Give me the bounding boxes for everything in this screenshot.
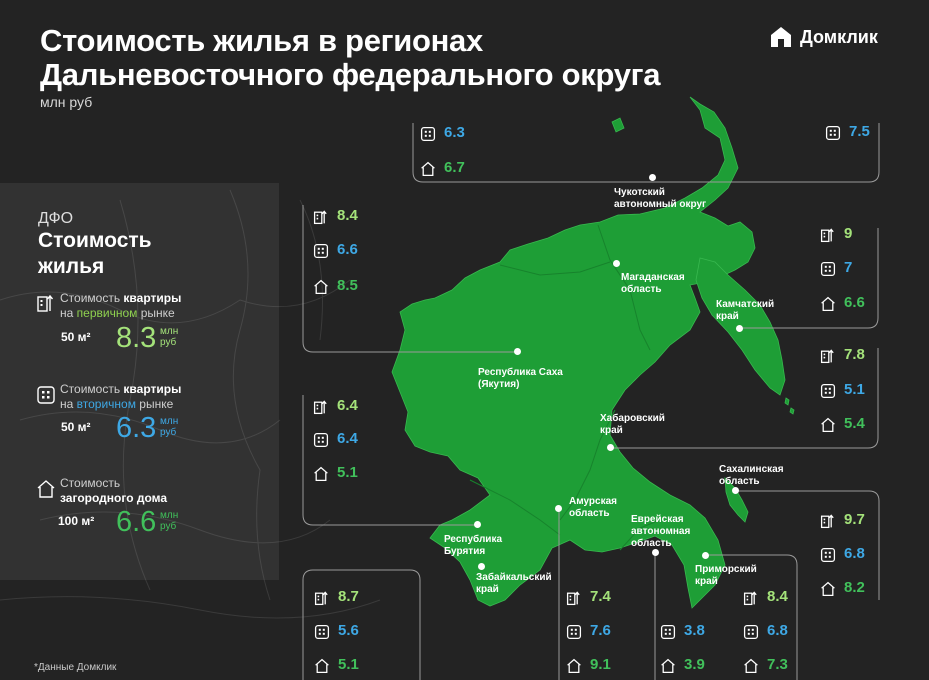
region-7-secondary-value: 5.6 [338, 622, 359, 639]
region-label-primorsky: Приморский край [695, 564, 757, 587]
region-4-house-value: 5.4 [844, 415, 865, 432]
region-10-primary-value: 8.4 [767, 588, 788, 605]
summary-item-house-unit: млн руб [160, 510, 179, 532]
region-dot-primorsky [702, 552, 709, 559]
region-1-secondary-value: 7.5 [849, 123, 870, 140]
summary-heading: Стоимость жилья [38, 228, 152, 280]
summary-heading-line-2: жилья [38, 255, 105, 278]
region-6-house-value: 8.2 [844, 579, 865, 596]
summary-item-primary-area: 50 м² [61, 330, 91, 344]
summary-item-secondary-area: 50 м² [61, 420, 91, 434]
region-10-house-value: 7.3 [767, 656, 788, 673]
logo-text: Домклик [800, 26, 878, 47]
region-4-secondary-value: 5.1 [844, 381, 865, 398]
region-6-secondary-value: 6.8 [844, 545, 865, 562]
region-3-secondary-value: 7 [844, 259, 853, 276]
region-dot-amur [555, 505, 562, 512]
region-dot-sakha [514, 348, 521, 355]
footnote: *Данные Домклик [34, 662, 117, 673]
region-dot-zabaykalsky [478, 563, 485, 570]
region-label-chukotka: Чукотский автономный округ [614, 187, 707, 210]
summary-item-secondary: Стоимость квартиры на вторичном рынке [60, 382, 182, 411]
region-dot-kamchatka [736, 325, 743, 332]
region-dot-chukotka [649, 174, 656, 181]
summary-panel: ДФО Стоимость жилья Стоимость квартиры н… [0, 183, 279, 580]
summary-heading-line-1: Стоимость [38, 229, 152, 252]
region-4-primary-value: 7.8 [844, 346, 865, 363]
summary-item-house-area: 100 м² [58, 514, 95, 528]
region-8-primary-value: 7.4 [590, 588, 611, 605]
region-3-primary-value: 9 [844, 225, 853, 242]
region-label-jewish: Еврейская автономная область [631, 514, 691, 549]
region-7-house-value: 5.1 [338, 656, 359, 673]
region-5-secondary-value: 6.4 [337, 430, 358, 447]
region-5-primary-value: 6.4 [337, 397, 358, 414]
region-borders [469, 224, 661, 551]
region-9-secondary-value: 3.8 [684, 622, 705, 639]
region-0-house-value: 6.7 [444, 159, 465, 176]
region-2-primary-value: 8.4 [337, 207, 358, 224]
summary-region: ДФО [38, 210, 74, 227]
region-label-sakha: Республика Саха (Якутия) [478, 367, 563, 390]
region-8-house-value: 9.1 [590, 656, 611, 673]
summary-item-primary: Стоимость квартиры на первичном рынке [60, 291, 182, 320]
region-6-primary-value: 9.7 [844, 511, 865, 528]
region-dot-magadan [613, 260, 620, 267]
summary-item-secondary-unit: млн руб [160, 416, 179, 438]
unit-subtitle: млн руб [40, 94, 93, 110]
map-kuril-islands [784, 397, 795, 415]
summary-item-house: Стоимость загородного дома [60, 476, 168, 505]
region-dot-sakhalin [732, 487, 739, 494]
region-2-secondary-value: 6.6 [337, 241, 358, 258]
region-2-house-value: 8.5 [337, 277, 358, 294]
region-label-sakhalin: Сахалинская область [719, 464, 784, 487]
region-dot-jewish [652, 549, 659, 556]
page-title: Стоимость жилья в регионах Дальневосточн… [40, 23, 661, 92]
region-10-secondary-value: 6.8 [767, 622, 788, 639]
region-label-khabarovsk: Хабаровский край [600, 413, 665, 436]
region-label-kamchatka: Камчатский край [716, 299, 775, 322]
primary-apartment-icon [37, 294, 54, 312]
region-7-primary-value: 8.7 [338, 588, 359, 605]
region-label-amur: Амурская область [569, 496, 617, 519]
title-line-2: Дальневосточного федерального округа [40, 57, 661, 92]
title-line-1: Стоимость жилья в регионах [40, 23, 483, 58]
house-logo-icon [771, 27, 791, 47]
domclick-logo: Домклик [768, 24, 878, 50]
summary-item-primary-value: 8.3 [116, 322, 157, 354]
region-label-magadan: Магаданская область [621, 272, 685, 295]
map-wrangel-island [611, 117, 625, 133]
country-house-icon [37, 480, 55, 498]
region-5-house-value: 5.1 [337, 464, 358, 481]
region-label-zabaykalsky: Забайкальский край [476, 572, 552, 595]
secondary-apartment-icon [37, 386, 55, 404]
region-3-house-value: 6.6 [844, 294, 865, 311]
region-9-house-value: 3.9 [684, 656, 705, 673]
region-8-secondary-value: 7.6 [590, 622, 611, 639]
summary-item-primary-unit: млн руб [160, 326, 179, 348]
region-label-buryatia: Республика Бурятия [444, 534, 503, 557]
callout-frames [302, 123, 880, 680]
region-dot-buryatia [474, 521, 481, 528]
summary-item-house-value: 6.6 [116, 506, 157, 538]
region-0-secondary-value: 6.3 [444, 124, 465, 141]
region-dot-khabarovsk [607, 444, 614, 451]
summary-item-secondary-value: 6.3 [116, 412, 157, 444]
background-region-outlines [0, 189, 381, 619]
